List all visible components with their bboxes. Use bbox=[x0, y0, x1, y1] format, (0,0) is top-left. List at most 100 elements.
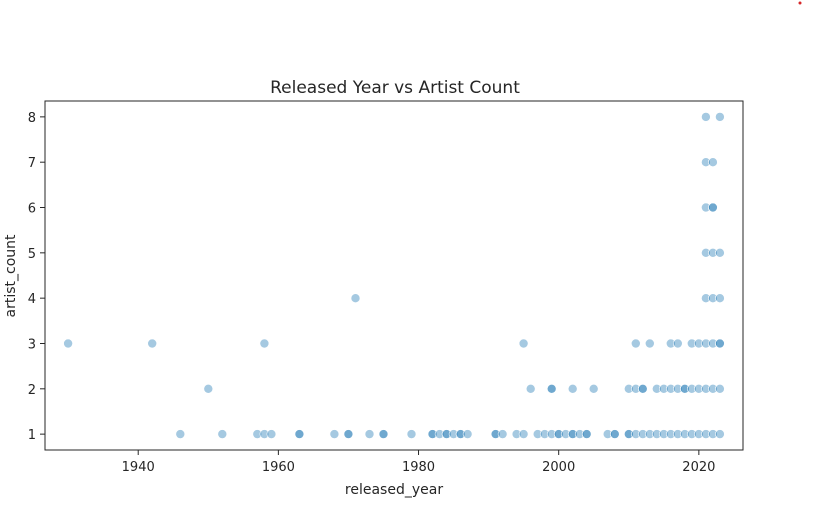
y-tick-label: 4 bbox=[28, 292, 36, 307]
data-point bbox=[715, 338, 725, 349]
data-point bbox=[329, 429, 340, 439]
x-tick-label: 2000 bbox=[542, 460, 575, 475]
data-point bbox=[672, 338, 683, 349]
data-point bbox=[567, 383, 578, 394]
x-tick-label: 1980 bbox=[402, 460, 435, 475]
data-point bbox=[672, 383, 683, 394]
data-point bbox=[715, 383, 725, 394]
data-point bbox=[518, 338, 529, 349]
data-point bbox=[448, 429, 459, 439]
data-point bbox=[630, 429, 641, 439]
data-point bbox=[708, 383, 718, 394]
data-point bbox=[665, 429, 676, 439]
data-point bbox=[350, 293, 361, 304]
data-point bbox=[560, 429, 571, 439]
y-tick-label: 3 bbox=[28, 337, 36, 352]
data-point bbox=[715, 112, 725, 122]
data-point bbox=[686, 338, 697, 349]
data-point bbox=[427, 429, 438, 439]
chart-title: Released Year vs Artist Count bbox=[270, 78, 520, 98]
data-point bbox=[203, 383, 214, 394]
data-point bbox=[665, 338, 676, 349]
y-tick-label: 2 bbox=[28, 383, 36, 398]
data-point bbox=[701, 112, 711, 122]
data-point bbox=[658, 429, 669, 439]
data-point bbox=[679, 429, 690, 439]
data-point bbox=[708, 429, 718, 439]
data-point bbox=[567, 429, 578, 439]
y-tick-label: 1 bbox=[28, 428, 36, 443]
data-point bbox=[588, 383, 599, 394]
data-point bbox=[672, 429, 683, 439]
data-point bbox=[715, 429, 725, 439]
data-point bbox=[693, 383, 704, 394]
data-point bbox=[708, 338, 718, 349]
data-point bbox=[686, 383, 697, 394]
data-point bbox=[147, 338, 157, 349]
data-point bbox=[259, 429, 270, 439]
data-point bbox=[546, 429, 557, 439]
data-point bbox=[602, 429, 613, 439]
data-point bbox=[623, 429, 634, 439]
data-point bbox=[708, 202, 718, 213]
data-point bbox=[406, 429, 417, 439]
data-point bbox=[630, 338, 641, 349]
data-point bbox=[708, 157, 718, 167]
data-point bbox=[364, 429, 375, 439]
data-point bbox=[378, 429, 389, 439]
data-point bbox=[266, 429, 277, 439]
data-point bbox=[546, 383, 557, 394]
x-tick-label: 1960 bbox=[262, 460, 295, 475]
y-axis: 1 2 3 4 5 6 7 8 bbox=[28, 111, 45, 443]
data-point bbox=[518, 429, 529, 439]
data-point bbox=[701, 383, 711, 394]
data-point bbox=[651, 383, 662, 394]
data-point bbox=[715, 293, 725, 304]
data-point bbox=[701, 429, 711, 439]
data-point bbox=[693, 429, 704, 439]
y-tick-label: 7 bbox=[28, 156, 36, 171]
data-point bbox=[175, 429, 186, 439]
data-point bbox=[497, 429, 508, 439]
y-tick-label: 5 bbox=[28, 247, 36, 262]
data-point bbox=[434, 429, 445, 439]
data-point bbox=[701, 338, 711, 349]
data-points bbox=[63, 112, 725, 439]
data-point bbox=[630, 383, 641, 394]
data-point bbox=[708, 248, 718, 258]
data-point bbox=[553, 429, 564, 439]
data-point bbox=[574, 429, 585, 439]
data-point bbox=[441, 429, 452, 439]
data-point bbox=[665, 383, 676, 394]
data-point bbox=[343, 429, 354, 439]
data-point bbox=[715, 248, 725, 258]
x-axis: 1940 1960 1980 2000 2020 bbox=[122, 450, 715, 475]
red-dot-marker bbox=[798, 1, 802, 5]
data-point bbox=[294, 429, 305, 439]
data-point bbox=[525, 383, 536, 394]
data-point bbox=[532, 429, 543, 439]
data-point bbox=[462, 429, 473, 439]
plot-frame bbox=[44, 100, 744, 451]
data-point bbox=[708, 293, 718, 304]
x-tick-label: 1940 bbox=[122, 460, 155, 475]
data-point bbox=[701, 202, 711, 213]
data-point bbox=[217, 429, 228, 439]
data-point bbox=[679, 383, 690, 394]
data-point bbox=[259, 338, 270, 349]
y-axis-label: artist_count bbox=[3, 234, 19, 318]
data-point bbox=[490, 429, 501, 439]
data-point bbox=[63, 338, 73, 349]
data-point bbox=[511, 429, 522, 439]
data-point bbox=[701, 293, 711, 304]
data-point bbox=[539, 429, 550, 439]
x-tick-label: 2020 bbox=[682, 460, 715, 475]
x-axis-label: released_year bbox=[345, 482, 443, 498]
data-point bbox=[637, 383, 648, 394]
data-point bbox=[686, 429, 697, 439]
data-point bbox=[637, 429, 648, 439]
data-point bbox=[644, 429, 655, 439]
data-point bbox=[701, 157, 711, 167]
